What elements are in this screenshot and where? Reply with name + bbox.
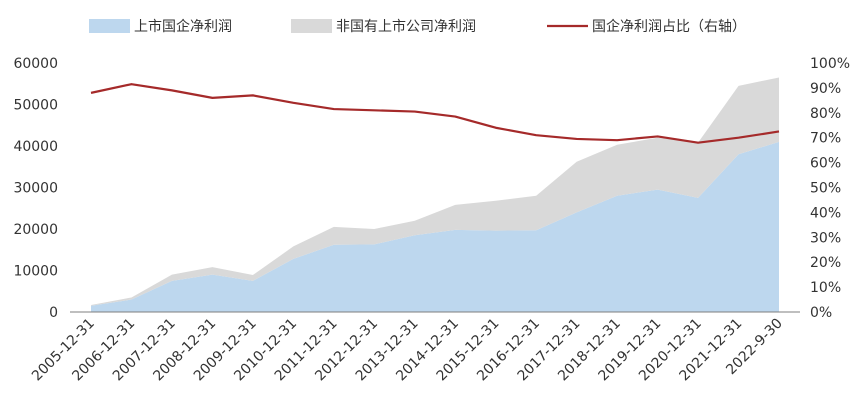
legend-label-2: 非国有上市公司净利润 xyxy=(336,18,476,35)
y-right-tick-label: 60% xyxy=(810,156,841,172)
y-right-tick-label: 40% xyxy=(810,205,841,221)
y-right-tick-label: 90% xyxy=(810,81,841,97)
y-right-tick-label: 50% xyxy=(810,181,841,197)
y-left-tick-label: 30000 xyxy=(13,181,58,197)
line-layer xyxy=(90,83,780,144)
y-left-tick-label: 60000 xyxy=(13,56,58,72)
area-layer xyxy=(91,77,779,312)
y-right-tick-label: 20% xyxy=(810,255,841,271)
y-right-tick-label: 100% xyxy=(810,56,850,72)
area-series-1 xyxy=(91,141,779,312)
y-right-tick-label: 0% xyxy=(810,305,832,321)
y-left-tick-label: 40000 xyxy=(13,139,58,155)
y-right-tick-label: 10% xyxy=(810,280,841,296)
y-left-tick-label: 0 xyxy=(49,305,58,321)
y-right-tick-label: 70% xyxy=(810,131,841,147)
legend-swatch-2 xyxy=(291,19,332,33)
y-left-tick-label: 20000 xyxy=(13,222,58,238)
legend-label-3: 国企净利润占比（右轴） xyxy=(592,18,746,35)
y-right-tick-label: 80% xyxy=(810,106,841,122)
legend: 上市国企净利润 非国有上市公司净利润 国企净利润占比（右轴） xyxy=(89,18,746,35)
line-series-1 xyxy=(90,83,780,144)
legend-label-1: 上市国企净利润 xyxy=(134,18,232,35)
area-series-2 xyxy=(91,77,779,306)
y-left-tick-label: 10000 xyxy=(13,264,58,280)
y-left-tick-label: 50000 xyxy=(13,98,58,114)
legend-swatch-1 xyxy=(89,19,130,33)
y-right-tick-label: 30% xyxy=(810,230,841,246)
